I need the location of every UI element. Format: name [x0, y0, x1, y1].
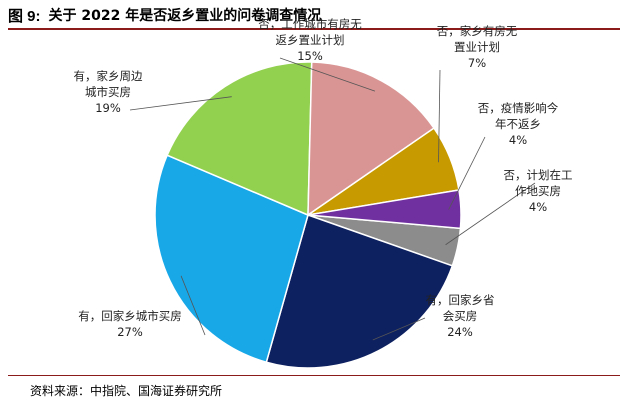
slice-category-label: 作地买房	[515, 184, 561, 198]
pie-slice	[265, 214, 454, 369]
slice-value-label: 27%	[117, 325, 143, 339]
figure-number: 图 9:	[8, 7, 41, 25]
leader-line	[438, 69, 441, 163]
slice-category-label: 年不返乡	[495, 117, 541, 131]
slice-category-label: 城市买房	[85, 85, 131, 99]
leader-line	[445, 182, 536, 246]
source-rule	[8, 375, 620, 376]
slice-value-label: 15%	[297, 49, 323, 63]
pie-slice	[154, 154, 309, 364]
slice-category-label: 有，家乡周边	[74, 69, 143, 83]
slice-value-label: 4%	[509, 133, 527, 147]
leader-line	[279, 57, 376, 92]
leader-line	[129, 96, 232, 111]
chart-title: 关于 2022 年是否返乡置业的问卷调查情况	[48, 8, 322, 24]
leader-line	[372, 317, 426, 341]
slice-value-label: 19%	[95, 101, 121, 115]
leader-line	[180, 275, 206, 336]
leader-line	[448, 136, 486, 210]
chart-title-bar: 图 9: 关于 2022 年是否返乡置业的问卷调查情况	[8, 3, 620, 27]
slice-category-label: 会买房	[443, 309, 478, 323]
pie-slice	[307, 61, 435, 217]
slice-value-label: 4%	[529, 200, 547, 214]
slice-category-label: 否，疫情影响今	[478, 101, 559, 115]
slice-category-label: 否，工作城市有房无	[258, 17, 362, 31]
source-note: 资料来源：中指院、国海证券研究所	[30, 384, 223, 398]
slice-category-label: 有，回家乡城市买房	[78, 309, 182, 323]
pie-slice	[307, 189, 462, 230]
slice-category-label: 否，家乡有房无	[437, 24, 518, 38]
slice-value-label: 7%	[468, 56, 486, 70]
slice-category-label: 置业计划	[454, 40, 500, 54]
slice-category-label: 有，回家乡省	[426, 293, 495, 307]
slice-value-label: 24%	[447, 325, 473, 339]
slice-category-label: 否，计划在工	[504, 168, 573, 182]
title-rule	[8, 28, 620, 30]
slice-category-label: 返乡置业计划	[276, 33, 345, 47]
pie-slice	[166, 61, 313, 217]
